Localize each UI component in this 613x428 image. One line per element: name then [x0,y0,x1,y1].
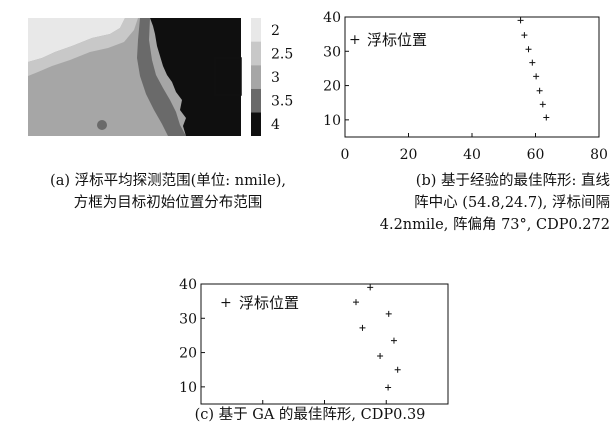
y-tick-label: 30 [179,311,197,327]
colorbar: 2 2.5 3 3.5 4 [251,18,293,136]
heatmap-band-darkest [150,18,241,136]
colorbar-swatch [251,41,261,66]
buoy-point [385,384,392,391]
colorbar-label: 3 [271,70,280,86]
buoy-point [352,299,359,306]
caption-a-line: (a) 浮标平均探测范围(单位: nmile), [50,173,286,189]
heatmap-a [28,18,242,136]
x-tick-label: 0 [341,147,350,163]
buoy-point [377,353,384,359]
y-tick-label: 20 [323,79,341,95]
legend-b: + 浮标位置 [349,31,427,49]
colorbar-label: 4 [271,117,280,133]
y-tick-label: 10 [323,113,341,129]
caption-c-line: (c) 基于 GA 的最佳阵形, CDP0.39 [194,407,426,423]
caption-a: (a) 浮标平均探测范围(单位: nmile), 方框为目标初始位置分布范围 [8,170,328,214]
colorbar-label: 3.5 [271,94,293,110]
buoy-points-b [517,17,550,121]
colorbar-swatch [251,112,261,136]
colorbar-label: 2 [271,23,280,39]
scatter-panel-b: 0 20 40 60 80 10 20 30 40 + 浮标位置 [323,10,608,163]
axis-ticks-b: 0 20 40 60 80 10 20 30 40 [323,10,608,163]
buoy-point [543,114,550,121]
legend-label-b: 浮标位置 [367,31,427,49]
heatmap-band-dark [137,18,186,136]
caption-c: (c) 基于 GA 的最佳阵形, CDP0.39 [150,404,470,426]
heatmap-band-lightest [28,18,125,62]
legend-c: + 浮标位置 [220,294,299,312]
heatmap-band-light [28,18,138,76]
colorbar-swatch [251,88,261,113]
buoy-point [521,32,528,39]
y-tick-label: 10 [179,380,197,396]
x-tick-label: 60 [527,147,545,163]
colorbar-label: 2.5 [271,46,293,62]
y-tick-label: 30 [323,44,341,60]
colorbar-swatch [251,18,261,42]
buoy-point [394,366,401,373]
buoy-point [359,324,366,331]
target-initial-area-box [214,57,242,96]
y-tick-label: 20 [179,346,197,362]
x-tick-label: 40 [463,147,481,163]
buoy-point [536,87,543,94]
y-tick-label: 40 [323,10,341,26]
legend-label-c: 浮标位置 [239,294,299,312]
x-tick-label: 80 [590,147,608,163]
buoy-point [525,46,532,53]
caption-b-line: 阵中心 (54.8,24.7), 浮标间隔 [414,195,610,211]
legend-marker-b: + [349,32,361,48]
colorbar-swatch [251,65,261,89]
buoy-point [517,17,524,24]
caption-a-line: 方框为目标初始位置分布范围 [73,195,263,211]
x-tick-label: 20 [400,147,418,163]
caption-b-line: (b) 基于经验的最佳阵形: 直线 [415,173,610,189]
caption-b-line: 4.2nmile, 阵偏角 73°, CDP0.272 [379,217,610,233]
heatmap-spot [97,120,107,130]
buoy-point [533,73,540,80]
y-tick-label: 40 [179,277,197,293]
buoy-point [367,284,374,291]
buoy-point [529,59,536,66]
buoy-point [390,337,397,344]
buoy-points-c [352,284,401,391]
caption-b: (b) 基于经验的最佳阵形: 直线 阵中心 (54.8,24.7), 浮标间隔 … [330,170,610,236]
buoy-point [539,101,546,108]
legend-marker-c: + [220,295,232,311]
buoy-point [385,310,392,317]
heatmap-panel-a: 2 2.5 3 3.5 4 [28,18,293,136]
